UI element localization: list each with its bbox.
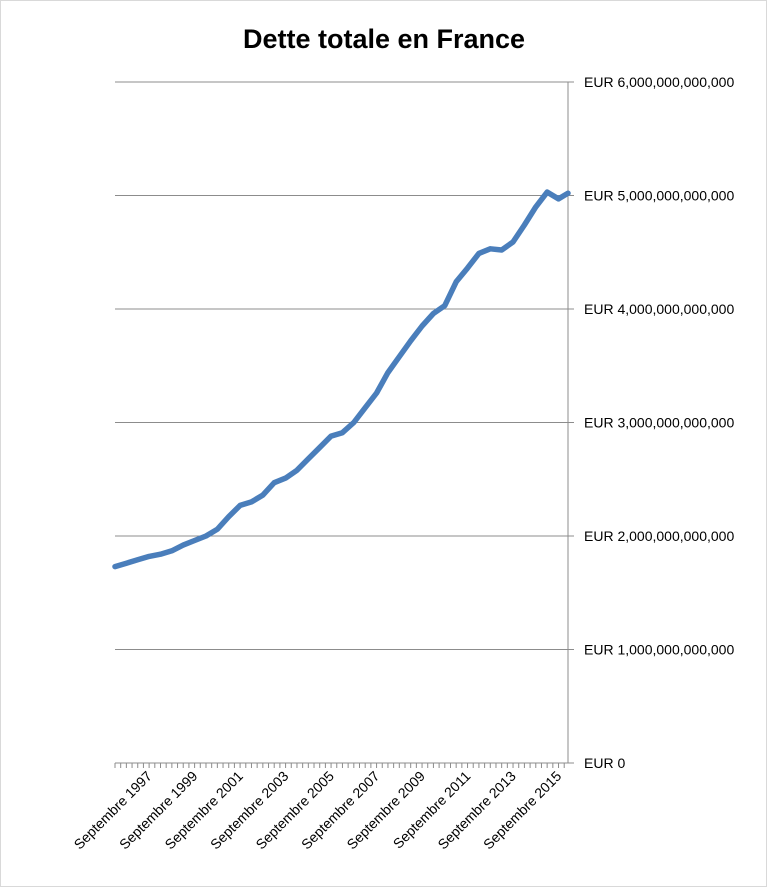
data-point (365, 407, 366, 408)
data-point (547, 192, 548, 193)
x-tick-label: Septembre 1999 (116, 768, 201, 853)
data-point (217, 529, 218, 530)
y-tick-label: EUR 1,000,000,000,000 (584, 642, 734, 658)
x-tick-label: Septembre 2015 (480, 768, 565, 853)
y-tick-label: EUR 6,000,000,000,000 (584, 74, 734, 90)
data-point (115, 566, 116, 567)
data-point (478, 253, 479, 254)
axes (114, 81, 574, 768)
data-point (568, 193, 569, 194)
data-point (149, 556, 150, 557)
x-tick-label: Septembre 1997 (71, 768, 156, 853)
data-point (274, 482, 275, 483)
series (112, 189, 571, 570)
data-point (285, 478, 286, 479)
data-point (444, 305, 445, 306)
data-point (171, 550, 172, 551)
data-point (126, 563, 127, 564)
data-point (262, 495, 263, 496)
data-point (467, 268, 468, 269)
x-tick-label: Septembre 2013 (434, 768, 519, 853)
data-point (433, 313, 434, 314)
x-tick-label: Septembre 2005 (252, 768, 337, 853)
data-point (331, 436, 332, 437)
data-point (342, 432, 343, 433)
data-point (308, 458, 309, 459)
x-tick-label: Septembre 2009 (343, 768, 428, 853)
data-point (251, 501, 252, 502)
data-point (524, 225, 525, 226)
y-tick-labels: EUR 0 EUR 1,000,000,000,000 EUR 2,000,000,… (584, 74, 734, 771)
x-tick-label: Septembre 2011 (390, 768, 474, 852)
data-point (319, 447, 320, 448)
data-point (399, 356, 400, 357)
y-tick-label: EUR 5,000,000,000,000 (584, 188, 734, 204)
data-point (296, 470, 297, 471)
y-tick-label: EUR 3,000,000,000,000 (584, 415, 734, 431)
data-point (387, 372, 388, 373)
data-point (183, 545, 184, 546)
chart-title: Dette totale en France (242, 24, 526, 54)
data-point (410, 340, 411, 341)
data-point (137, 559, 138, 560)
data-point (558, 198, 559, 199)
data-point (376, 392, 377, 393)
data-point (194, 540, 195, 541)
y-tick-label: EUR 2,000,000,000,000 (584, 528, 734, 544)
gridlines (115, 81, 568, 650)
data-point (456, 281, 457, 282)
x-tick-label: Septembre 2001 (161, 768, 246, 853)
x-tick-label: Septembre 2003 (207, 768, 292, 853)
data-point (490, 248, 491, 249)
y-tick-label: EUR 4,000,000,000,000 (584, 301, 734, 317)
data-point (160, 554, 161, 555)
data-point (535, 206, 536, 207)
data-point (240, 505, 241, 506)
data-point (353, 422, 354, 423)
series-line (112, 189, 571, 570)
x-tick-label: Septembre 2007 (298, 768, 383, 853)
y-tick-label: EUR 0 (584, 755, 625, 771)
data-point (501, 249, 502, 250)
data-point (422, 326, 423, 327)
data-point (205, 536, 206, 537)
data-point (513, 242, 514, 243)
data-point (228, 516, 229, 517)
